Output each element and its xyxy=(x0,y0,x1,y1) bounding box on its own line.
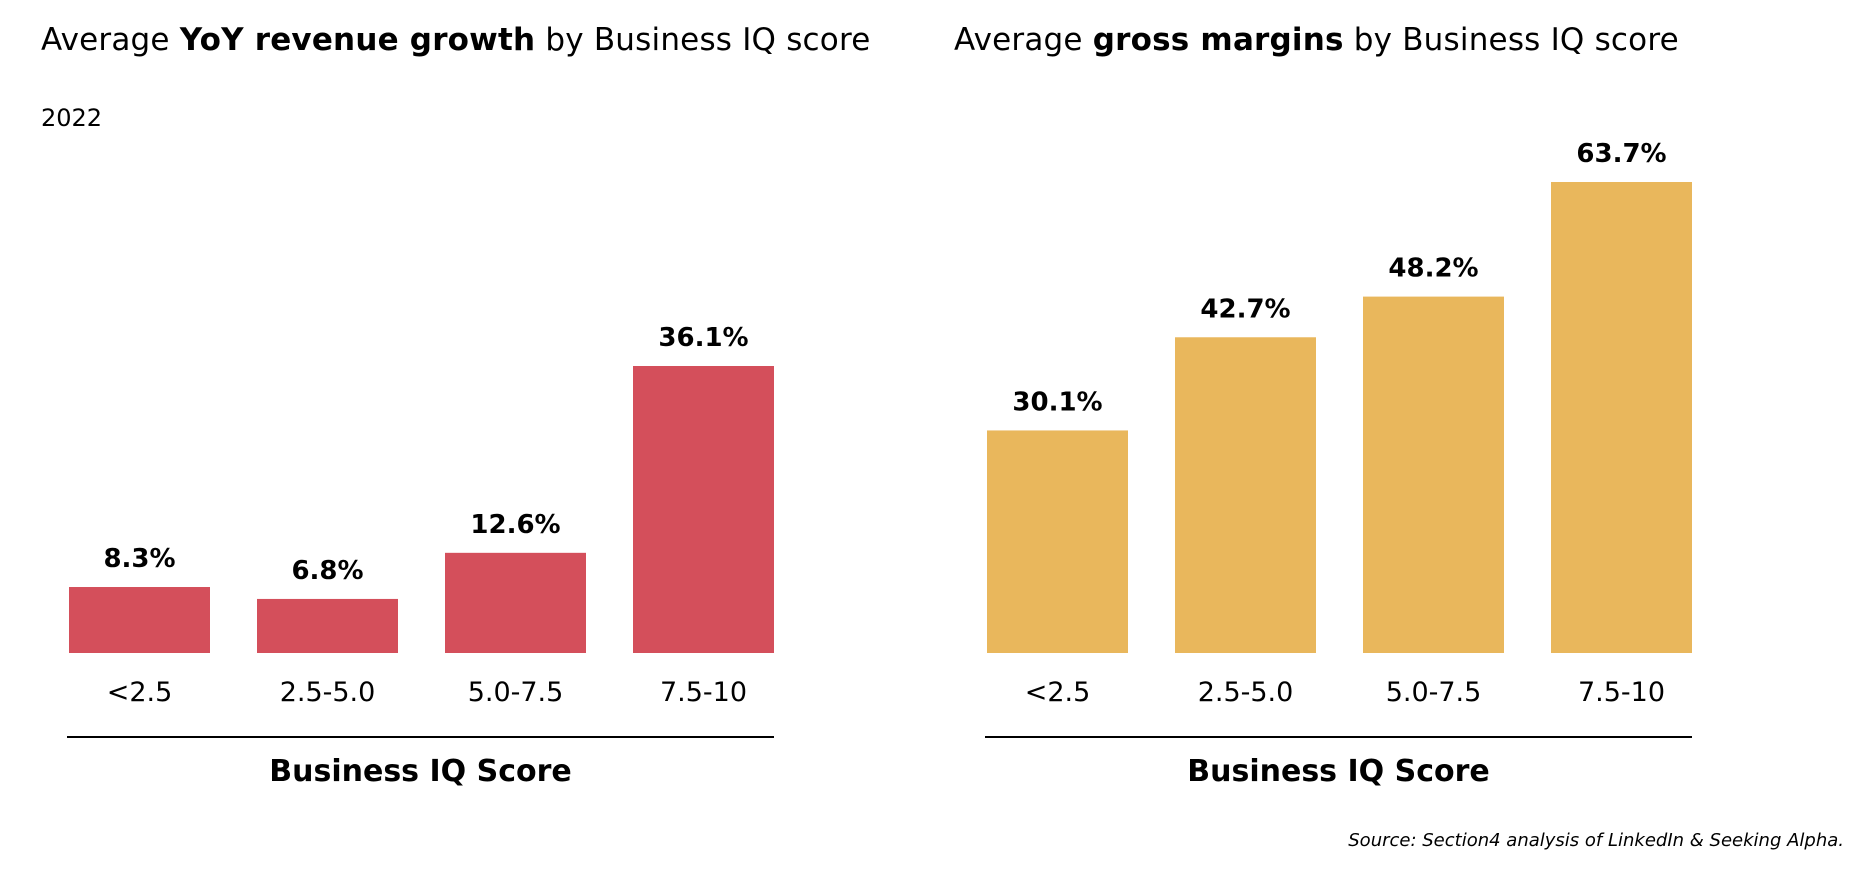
bar-value-label-1-0: 30.1% xyxy=(1012,387,1102,417)
bar-value-label-1-1: 42.7% xyxy=(1200,294,1290,324)
x-tick-label-1-0: <2.5 xyxy=(1025,677,1091,708)
chart-title-gross-margins: Average gross margins by Business IQ sco… xyxy=(954,22,1679,58)
source-note: Source: Section4 analysis of LinkedIn & … xyxy=(1348,830,1844,851)
revenue-growth-bar-chart: 8.3% <2.5 6.8% 2.5-5.0 12.6% 5.0-7.5 36.1% 7.5-… xyxy=(67,323,774,789)
bar-0-2 xyxy=(445,552,586,653)
bar-0-0 xyxy=(69,587,210,653)
x-axis-label-1: Business IQ Score xyxy=(1187,754,1489,789)
bar-value-label-0-2: 12.6% xyxy=(470,510,560,540)
bar-value-label-1-3: 63.7% xyxy=(1576,139,1666,169)
gross-margins-bar-chart: 30.1% <2.5 42.7% 2.5-5.0 48.2% 5.0-7.5 63.7% 7.… xyxy=(985,139,1692,789)
x-tick-label-1-2: 5.0-7.5 xyxy=(1386,677,1482,708)
x-tick-label-0-2: 5.0-7.5 xyxy=(468,677,564,708)
bar-0-1 xyxy=(257,598,398,653)
bar-value-label-0-3: 36.1% xyxy=(658,323,748,353)
x-tick-label-0-3: 7.5-10 xyxy=(660,677,747,708)
bar-1-1 xyxy=(1175,337,1316,653)
x-tick-label-0-1: 2.5-5.0 xyxy=(280,677,376,708)
bar-0-3 xyxy=(633,366,774,653)
bar-value-label-0-1: 6.8% xyxy=(291,556,363,586)
x-tick-label-1-1: 2.5-5.0 xyxy=(1198,677,1294,708)
x-axis-label-0: Business IQ Score xyxy=(269,754,571,789)
x-tick-label-0-0: <2.5 xyxy=(107,677,173,708)
bar-value-label-1-2: 48.2% xyxy=(1388,254,1478,284)
bar-1-0 xyxy=(987,430,1128,653)
bar-1-3 xyxy=(1551,182,1692,653)
bar-1-2 xyxy=(1363,296,1504,653)
bar-value-label-0-0: 8.3% xyxy=(103,544,175,574)
x-tick-label-1-3: 7.5-10 xyxy=(1578,677,1665,708)
chart-subtitle-year: 2022 xyxy=(41,104,103,132)
chart-title-revenue-growth: Average YoY revenue growth by Business I… xyxy=(41,22,871,58)
